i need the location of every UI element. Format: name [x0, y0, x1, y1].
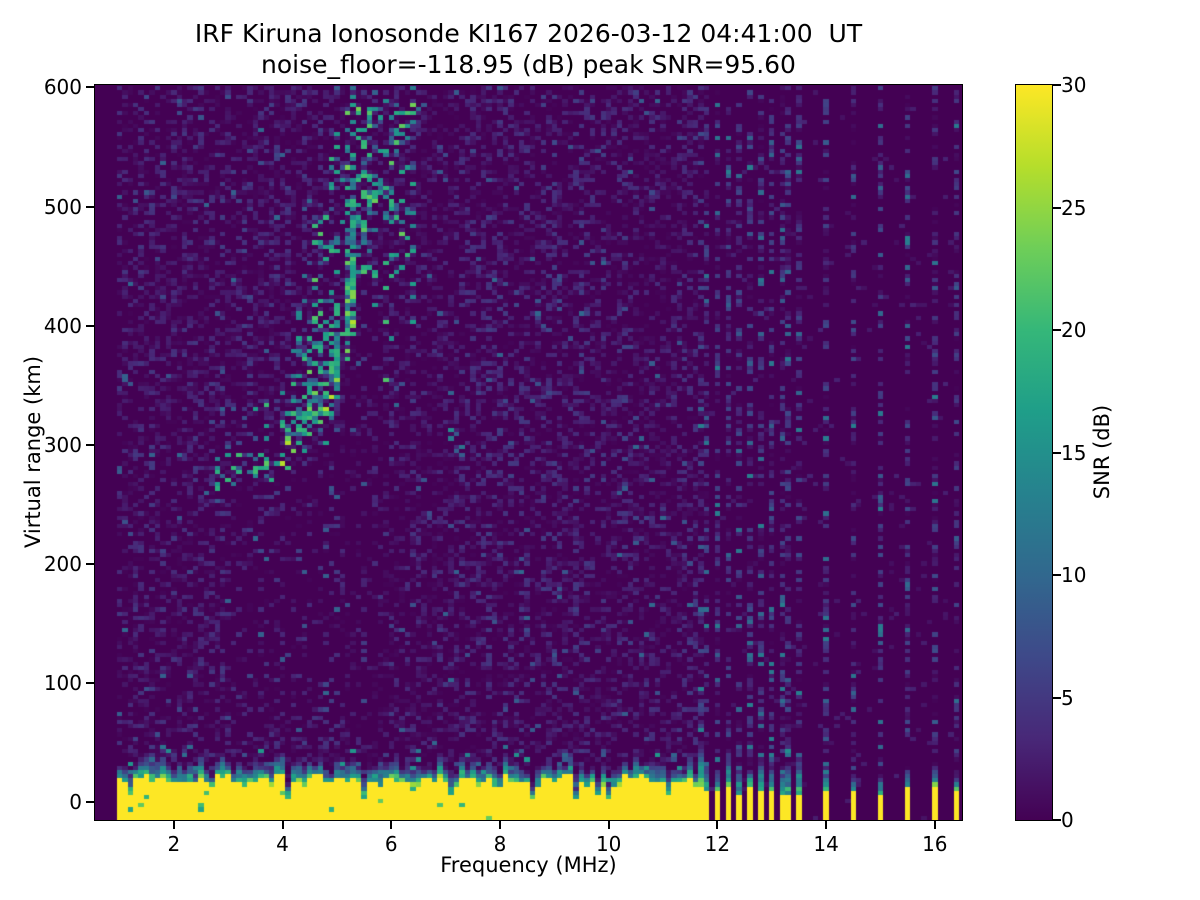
colorbar-tick-mark: [1053, 819, 1061, 821]
y-tick-label: 500: [43, 194, 82, 219]
y-tick-mark: [86, 443, 95, 446]
colorbar-tick-mark: [1053, 84, 1061, 86]
y-tick-mark: [86, 86, 95, 89]
x-tick-mark: [498, 821, 501, 829]
colorbar-label: SNR (dB): [1090, 404, 1114, 500]
x-tick-label: 6: [384, 832, 398, 856]
colorbar-tick-label: 20: [1061, 318, 1087, 342]
x-tick-label: 8: [493, 832, 507, 856]
x-tick-label: 10: [595, 832, 622, 856]
colorbar: [1015, 84, 1053, 821]
y-tick-label: 600: [43, 75, 82, 100]
x-tick-mark: [172, 821, 175, 829]
x-tick-label: 16: [922, 832, 948, 856]
chart-title-line1: IRF Kiruna Ionosonde KI167 2026-03-12 04…: [194, 19, 863, 48]
colorbar-tick-label: 30: [1061, 73, 1087, 97]
y-tick-label: 300: [43, 432, 82, 457]
y-tick-mark: [86, 205, 95, 208]
x-tick-label: 4: [276, 832, 289, 856]
x-tick-label: 14: [813, 832, 839, 856]
plot-area: [94, 84, 963, 821]
colorbar-tick-mark: [1053, 696, 1061, 699]
y-tick-label: 0: [69, 790, 82, 815]
x-tick-label: 2: [167, 832, 181, 856]
colorbar-tick-label: 25: [1061, 195, 1087, 220]
colorbar-tick-mark: [1053, 206, 1061, 209]
chart-title-line2: noise_floor=-118.95 (dB) peak SNR=95.60: [261, 50, 796, 79]
x-tick-mark: [716, 821, 719, 829]
colorbar-tick-label: 0: [1061, 808, 1074, 832]
y-tick-label: 200: [43, 551, 82, 576]
x-axis-label: Frequency (MHz): [440, 853, 617, 877]
x-tick-mark: [607, 821, 610, 829]
y-tick-mark: [86, 562, 95, 565]
y-tick-label: 400: [43, 313, 82, 338]
x-tick-mark: [281, 821, 284, 829]
colorbar-tick-mark: [1053, 451, 1061, 454]
colorbar-tick-label: 10: [1061, 563, 1087, 587]
x-tick-mark: [825, 821, 828, 829]
y-tick-mark: [86, 682, 95, 684]
y-tick-mark: [86, 324, 95, 327]
colorbar-tick-label: 5: [1061, 685, 1074, 710]
y-tick-label: 100: [43, 671, 82, 695]
ionogram-heatmap: [95, 85, 962, 820]
x-tick-label: 12: [704, 832, 731, 856]
y-tick-mark: [86, 801, 95, 804]
colorbar-tick-mark: [1053, 574, 1061, 576]
colorbar-tick-label: 15: [1061, 440, 1087, 465]
x-tick-mark: [933, 821, 936, 829]
x-tick-mark: [390, 821, 393, 829]
colorbar-tick-mark: [1053, 329, 1061, 331]
